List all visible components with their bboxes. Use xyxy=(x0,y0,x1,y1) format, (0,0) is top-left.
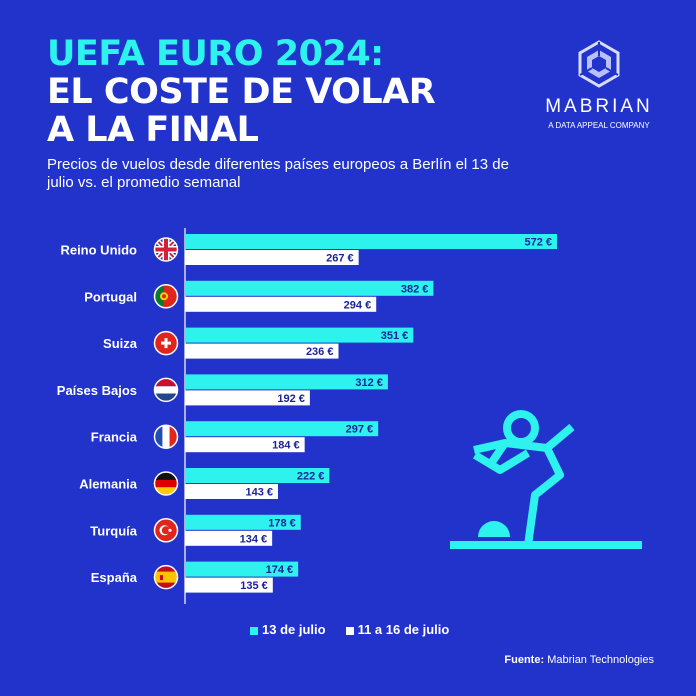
data-label: 174 € xyxy=(266,564,294,576)
data-label: 135 € xyxy=(240,580,268,592)
germany-flag-icon xyxy=(153,471,179,496)
data-label: 222 € xyxy=(297,471,325,483)
logo-name: MABRIAN xyxy=(545,96,653,117)
spain-flag-icon xyxy=(153,564,179,590)
data-label: 294 € xyxy=(344,299,372,311)
data-label: 312 € xyxy=(355,377,383,389)
category-label: Turquía xyxy=(90,523,137,538)
legend-item-13-julio: 13 de julio xyxy=(250,622,326,637)
data-label: 572 € xyxy=(524,237,552,249)
category-label: Francia xyxy=(91,430,138,445)
subtitle: Precios de vuelos desde diferentes paíse… xyxy=(47,156,509,191)
data-label: 143 € xyxy=(245,487,273,499)
data-label: 192 € xyxy=(277,393,305,405)
category-label: España xyxy=(91,570,138,585)
turkey-flag-icon xyxy=(153,518,179,543)
bar-11-16-julio xyxy=(185,577,273,593)
category-label: Alemania xyxy=(79,477,138,492)
source-note: Fuente: Mabrian Technologies xyxy=(504,654,654,666)
bar-13-julio xyxy=(185,421,379,437)
football-player-icon xyxy=(450,410,642,549)
bar-13-julio xyxy=(185,327,414,343)
netherlands-flag-icon xyxy=(153,377,179,403)
bar-11-16-julio xyxy=(185,250,359,265)
bar-13-julio xyxy=(185,561,299,577)
legend: 13 de julio 11 a 16 de julio xyxy=(250,622,449,637)
category-label: Portugal xyxy=(84,289,137,304)
title-line-2: EL COSTE DE VOLAR xyxy=(47,72,436,112)
data-label: 351 € xyxy=(381,330,409,342)
bar-11-16-julio xyxy=(185,437,305,453)
legend-swatch-white xyxy=(345,626,354,635)
data-label: 297 € xyxy=(346,424,374,436)
data-label: 236 € xyxy=(306,346,334,358)
bar-11-16-julio xyxy=(185,390,310,406)
category-label: Países Bajos xyxy=(57,383,137,398)
data-label: 178 € xyxy=(268,517,296,529)
category-label: Reino Unido xyxy=(60,243,137,258)
data-label: 134 € xyxy=(240,533,268,545)
switzerland-flag-icon xyxy=(153,330,179,356)
bar-13-julio xyxy=(185,468,330,483)
bar-11-16-julio xyxy=(185,484,278,499)
bar-11-16-julio xyxy=(185,343,339,359)
bar-11-16-julio xyxy=(185,296,377,312)
source-value: Mabrian Technologies xyxy=(547,654,654,666)
category-label: Suiza xyxy=(103,336,138,351)
bar-11-16-julio xyxy=(185,530,273,546)
data-label: 184 € xyxy=(272,440,300,452)
bar-13-julio xyxy=(185,374,388,390)
uk-flag-icon xyxy=(153,237,179,262)
bar-13-julio xyxy=(185,234,557,249)
title-line-1: UEFA EURO 2024: xyxy=(47,34,384,74)
bar-13-julio xyxy=(185,514,301,530)
data-label: 382 € xyxy=(401,283,429,295)
legend-label-1: 13 de julio xyxy=(262,622,326,637)
bar-13-julio xyxy=(185,280,434,296)
france-flag-icon xyxy=(153,424,179,449)
mabrian-logo-icon xyxy=(578,40,620,88)
title-line-3: A LA FINAL xyxy=(47,110,259,150)
legend-item-11-16-julio: 11 a 16 de julio xyxy=(345,622,450,637)
legend-swatch-cyan xyxy=(250,626,258,635)
logo-tagline: A DATA APPEAL COMPANY xyxy=(548,121,650,130)
source-label: Fuente: xyxy=(504,654,545,666)
portugal-flag-icon xyxy=(153,284,179,309)
legend-label-2: 11 a 16 de julio xyxy=(357,622,450,637)
data-label: 267 € xyxy=(326,253,354,265)
